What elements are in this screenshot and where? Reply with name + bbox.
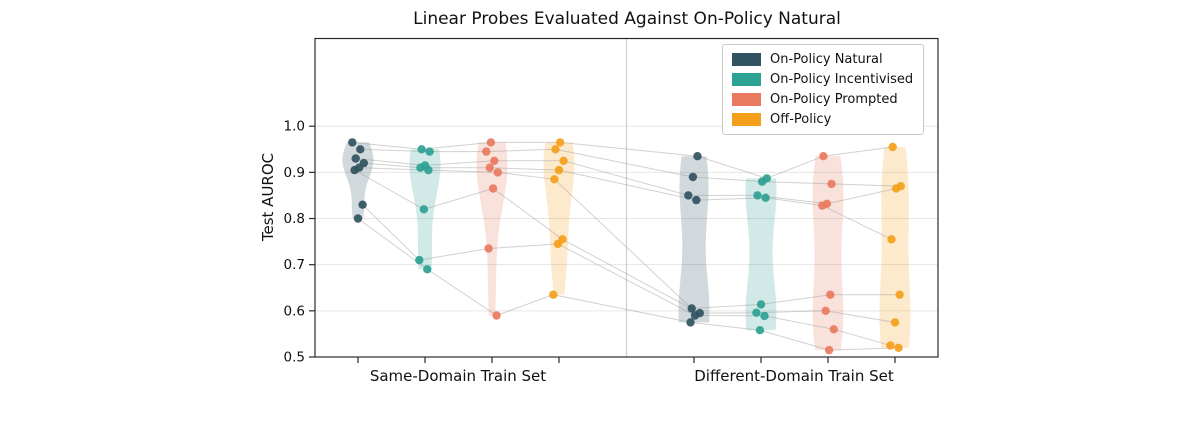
- data-point: [756, 300, 766, 309]
- data-point: [356, 145, 365, 154]
- data-point: [554, 165, 564, 175]
- data-point: [821, 306, 830, 315]
- violin: [476, 142, 508, 316]
- data-point: [416, 163, 425, 172]
- data-point: [895, 290, 904, 299]
- data-point: [824, 345, 834, 355]
- data-point: [417, 145, 426, 154]
- data-point: [351, 154, 360, 163]
- data-point: [492, 311, 501, 320]
- legend-label: On-Policy Natural: [770, 52, 883, 67]
- legend-swatch-on-policy-prompted: [732, 93, 761, 106]
- data-point: [888, 142, 897, 152]
- legend: On-Policy Natural On-Policy Incentivised…: [722, 44, 925, 135]
- data-point: [693, 152, 702, 161]
- run-lines: [352, 141, 901, 351]
- data-point: [890, 318, 900, 327]
- data-point: [419, 205, 429, 214]
- data-points: [348, 138, 905, 355]
- data-point: [688, 172, 698, 182]
- y-tick-label: 1.0: [284, 119, 305, 135]
- data-point: [886, 341, 895, 350]
- legend-item-on-policy-natural: On-Policy Natural: [732, 52, 913, 67]
- data-point: [819, 152, 828, 161]
- y-axis-ticks: 0.5 0.6 0.7 0.8 0.9 1.0: [284, 119, 315, 366]
- run-line: [362, 204, 891, 346]
- data-point: [485, 163, 494, 172]
- run-line: [357, 218, 899, 351]
- run-line: [355, 158, 897, 205]
- y-tick-label: 0.8: [284, 211, 305, 227]
- y-tick-label: 0.7: [284, 257, 305, 273]
- violin: [745, 178, 777, 331]
- x-tick-label-different-domain: Different-Domain Train Set: [694, 367, 894, 385]
- legend-item-on-policy-incentivised: On-Policy Incentivised: [732, 72, 913, 87]
- data-point: [415, 255, 424, 265]
- legend-label: On-Policy Incentivised: [770, 72, 914, 87]
- data-point: [486, 138, 496, 147]
- data-point: [687, 304, 696, 313]
- data-point: [752, 308, 761, 317]
- data-point: [353, 214, 363, 223]
- legend-label: Off-Policy: [770, 112, 832, 127]
- legend-item-on-policy-prompted: On-Policy Prompted: [732, 92, 913, 107]
- data-point: [827, 179, 836, 189]
- legend-swatch-on-policy-incentivised: [732, 73, 761, 86]
- data-point: [755, 326, 765, 335]
- run-line: [363, 162, 892, 240]
- legend-swatch-off-policy: [732, 113, 761, 126]
- data-point: [760, 311, 769, 321]
- data-point: [818, 201, 827, 210]
- violin: [879, 146, 911, 348]
- violin: [678, 156, 710, 323]
- data-point: [826, 290, 835, 299]
- run-line: [360, 148, 901, 187]
- data-point: [550, 175, 559, 184]
- run-line: [354, 169, 896, 323]
- data-point: [549, 290, 558, 299]
- violin: [342, 142, 374, 219]
- legend-swatch-on-policy-natural: [732, 53, 761, 66]
- chart-title: Linear Probes Evaluated Against On-Polic…: [413, 9, 841, 29]
- data-point: [484, 244, 493, 253]
- data-point: [757, 177, 767, 186]
- data-point: [894, 343, 903, 352]
- data-point: [482, 147, 491, 156]
- data-point: [555, 138, 565, 147]
- data-point: [551, 145, 560, 154]
- data-point: [423, 265, 432, 274]
- data-point: [891, 184, 901, 193]
- y-tick-label: 0.9: [284, 165, 305, 181]
- data-point: [887, 235, 896, 244]
- data-point: [490, 156, 499, 165]
- data-point: [553, 239, 563, 249]
- data-point: [692, 195, 701, 205]
- run-line: [359, 167, 900, 310]
- data-point: [348, 138, 357, 147]
- data-point: [761, 193, 770, 202]
- x-axis-ticks: [357, 357, 896, 363]
- data-point: [350, 165, 359, 175]
- data-point: [829, 325, 838, 334]
- data-point: [488, 184, 498, 193]
- legend-label: On-Policy Prompted: [770, 92, 898, 107]
- data-point: [753, 191, 762, 200]
- data-point: [424, 165, 433, 175]
- data-point: [493, 168, 502, 177]
- y-tick-label: 0.6: [284, 303, 305, 319]
- data-point: [559, 156, 568, 165]
- axes-box: [314, 37, 939, 358]
- y-tick-label: 0.5: [284, 350, 305, 366]
- data-point: [425, 147, 434, 156]
- data-point: [358, 200, 367, 209]
- run-line: [352, 141, 893, 179]
- legend-item-off-policy: Off-Policy: [732, 112, 913, 127]
- x-tick-label-same-domain: Same-Domain Train Set: [369, 367, 547, 385]
- data-point: [686, 318, 695, 327]
- data-point: [684, 191, 693, 200]
- data-point: [690, 311, 700, 320]
